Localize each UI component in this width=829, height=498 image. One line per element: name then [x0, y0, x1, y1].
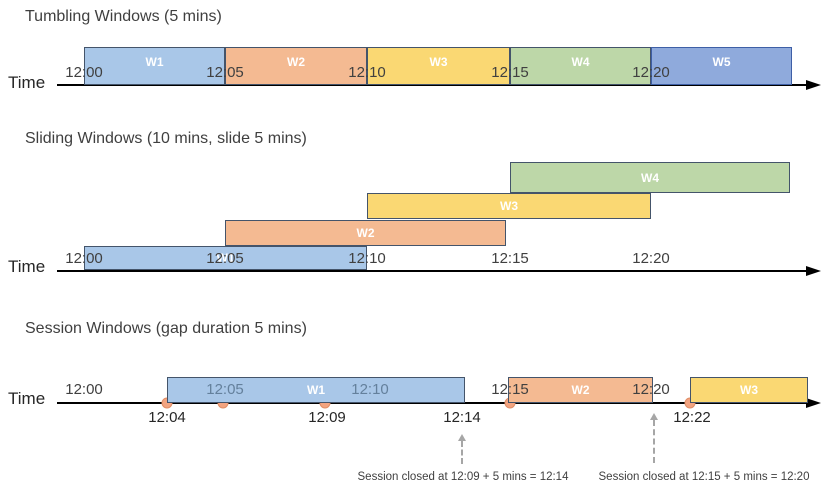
tumbling-windows-title: Tumbling Windows (5 mins)	[25, 8, 222, 25]
window-session-w3: W3	[690, 377, 808, 403]
tick-label-session-1215: 12:15	[491, 381, 529, 398]
time-axis-arrowhead-icon-session	[806, 398, 821, 408]
window-label: W2	[287, 55, 305, 69]
tick-label-sliding-1205: 12:05	[206, 250, 244, 267]
window-label: W3	[740, 383, 758, 397]
window-label: W2	[356, 226, 375, 240]
tick-label-tumbling-1210: 12:10	[348, 64, 386, 81]
window-label: W1	[216, 251, 235, 265]
window-sliding-w3: W3	[367, 193, 651, 219]
arrowhead-up-icon	[458, 434, 466, 441]
session-windows-title: Session Windows (gap duration 5 mins)	[25, 320, 307, 337]
time-axis-label-tumbling: Time	[8, 73, 46, 92]
window-tumbling-w1: W1	[84, 47, 225, 85]
window-label: W1	[145, 55, 164, 69]
event-time-label-1209: 12:09	[308, 409, 346, 426]
window-sliding-w1: W1	[84, 246, 367, 270]
event-time-label-1222: 12:22	[673, 409, 711, 426]
event-time-label-1214: 12:14	[443, 409, 481, 426]
window-label: W1	[307, 383, 325, 397]
window-label: W3	[429, 55, 448, 69]
tick-label-sliding-1215: 12:15	[491, 250, 529, 267]
tick-label-sliding-1210: 12:10	[348, 250, 386, 267]
window-label: W4	[571, 55, 590, 69]
time-axis-arrowhead-icon-tumbling	[806, 80, 821, 90]
window-tumbling-w4: W4	[510, 47, 651, 85]
tick-label-tumbling-1205: 12:05	[206, 64, 244, 81]
window-session-w2: W2	[508, 377, 653, 403]
tick-label-sliding-1200: 12:00	[65, 250, 103, 267]
session-close-annotation-2: Session closed at 12:15 + 5 mins = 12:20	[598, 471, 810, 483]
window-tumbling-w5: W5	[651, 47, 792, 85]
arrowhead-up-icon	[650, 413, 658, 420]
dashed-arrow-shaft	[653, 420, 655, 463]
window-tumbling-w2: W2	[225, 47, 367, 85]
tick-label-sliding-1220: 12:20	[632, 250, 670, 267]
session-close-arrow-icon-1	[458, 434, 466, 464]
time-axis-label-sliding: Time	[8, 257, 46, 276]
time-axis-tumbling	[57, 84, 806, 86]
event-time-label-1204: 12:04	[148, 409, 186, 426]
window-label: W2	[571, 383, 590, 397]
tick-label-session-1205: 12:05	[206, 381, 244, 398]
time-axis-arrowhead-icon-sliding	[806, 266, 821, 276]
window-label: W5	[712, 55, 731, 69]
window-sliding-w4: W4	[510, 162, 790, 193]
sliding-windows-title: Sliding Windows (10 mins, slide 5 mins)	[25, 130, 307, 147]
tick-label-session-1210: 12:10	[351, 381, 389, 398]
window-label: W4	[641, 170, 659, 185]
tick-label-session-1220: 12:20	[632, 381, 670, 398]
time-axis-label-session: Time	[8, 389, 46, 408]
window-label: W3	[500, 199, 518, 213]
time-axis-session	[57, 402, 806, 404]
dashed-arrow-shaft	[461, 441, 463, 464]
window-sliding-w2: W2	[225, 220, 506, 246]
window-session-w1: W1	[167, 377, 465, 403]
tick-label-tumbling-1200: 12:00	[65, 64, 103, 81]
session-close-annotation-1: Session closed at 12:09 + 5 mins = 12:14	[357, 471, 569, 483]
tick-label-session-1200: 12:00	[65, 381, 103, 398]
session-close-arrow-icon-2	[650, 413, 658, 463]
time-axis-sliding	[57, 270, 806, 272]
window-tumbling-w3: W3	[367, 47, 510, 85]
tick-label-tumbling-1215: 12:15	[491, 64, 529, 81]
tick-label-tumbling-1220: 12:20	[632, 64, 670, 81]
